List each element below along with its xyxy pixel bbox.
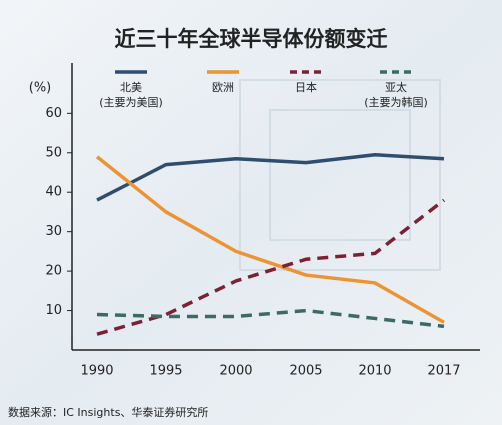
x-tick-label: 2000 (219, 364, 252, 379)
legend-label: 北美 (120, 81, 142, 94)
series-line (95, 155, 445, 324)
legend-label: 日本 (295, 80, 317, 94)
series-line (96, 153, 445, 202)
y-tick-label: 10 (45, 303, 62, 318)
y-tick-label: 40 (45, 185, 62, 200)
decor (239, 79, 441, 271)
legend-note: (主要为美国) (99, 96, 163, 109)
decor (269, 109, 411, 241)
x-tick-label: 2010 (358, 364, 391, 379)
y-tick-label: 50 (45, 145, 62, 160)
x-tick-label: 2005 (289, 364, 322, 379)
source: 数据来源：IC Insights、华泰证券研究所 (8, 405, 208, 419)
y-axis-label: (%) (29, 81, 52, 96)
chart-title: 近三十年全球半导体份额变迁 (115, 27, 388, 51)
y-tick-label: 60 (45, 106, 62, 121)
legend-label: 亚太 (385, 81, 407, 94)
y-tick-label: 30 (45, 224, 62, 239)
legend-label: 欧洲 (212, 81, 234, 94)
series-line (96, 308, 445, 329)
x-tick-label: 1995 (149, 364, 182, 379)
legend-note: (主要为韩国) (364, 95, 428, 109)
y-tick-label: 20 (45, 264, 62, 279)
x-tick-label: 2017 (427, 364, 460, 379)
x-tick-label: 1990 (80, 364, 113, 379)
